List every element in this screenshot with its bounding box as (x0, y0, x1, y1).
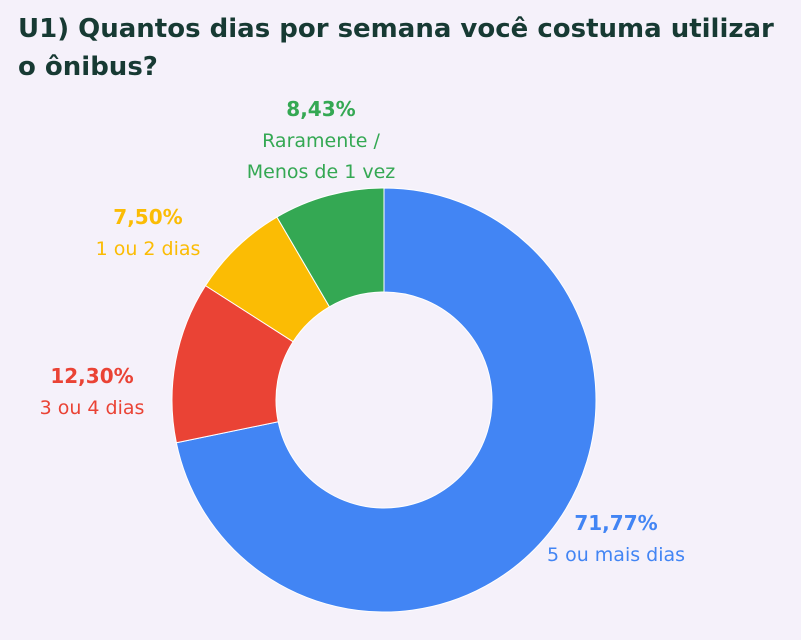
slice-category-label-3: 1 ou 2 dias (96, 238, 201, 260)
slice-value-label-1: 71,77% (574, 511, 657, 535)
slice-value-label-4: 8,43% (286, 97, 355, 121)
chart-title: U1) Quantos dias por semana você costuma… (18, 14, 774, 82)
slice-category-label-4: Raramente / (262, 130, 380, 152)
slice-value-label-2: 12,30% (50, 364, 133, 388)
slice-category-label-4: Menos de 1 vez (247, 161, 396, 183)
slice-category-label-2: 3 ou 4 dias (40, 397, 145, 419)
slice-4 (276, 187, 385, 308)
slice-value-label-3: 7,50% (113, 205, 182, 229)
slice-category-label-1: 5 ou mais dias (547, 544, 685, 566)
slice-1 (175, 187, 597, 613)
